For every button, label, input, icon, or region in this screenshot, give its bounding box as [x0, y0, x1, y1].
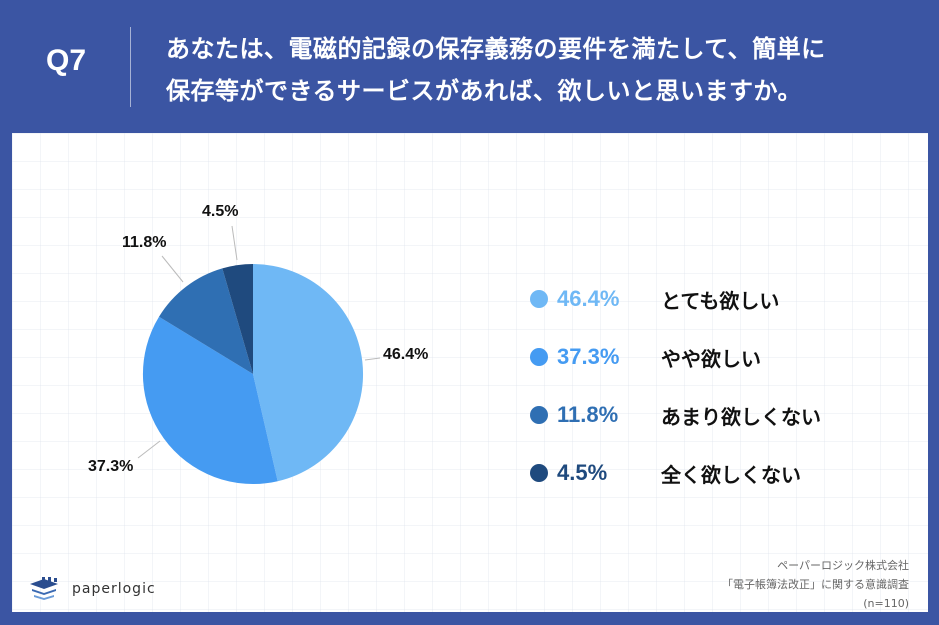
- leader-line-11: [161, 255, 184, 283]
- chart-card: 46.4% 37.3% 11.8% 4.5%: [12, 133, 928, 612]
- pie-label-4: 4.5%: [202, 203, 239, 220]
- source-survey: 「電子帳簿法改正」に関する意識調査: [722, 578, 909, 591]
- pie-label-11: 11.8%: [122, 234, 167, 251]
- legend-label: とても欲しい: [661, 288, 780, 313]
- source-note: ペーパーロジック株式会社 「電子帳簿法改正」に関する意識調査 (n=110): [722, 556, 909, 613]
- legend-label: 全く欲しくない: [661, 462, 801, 487]
- leader-line-46: [364, 357, 381, 361]
- legend-dot-icon: [530, 290, 548, 308]
- legend-label: あまり欲しくない: [661, 404, 821, 429]
- legend-label: やや欲しい: [661, 346, 761, 371]
- legend-item: 46.4% とても欲しい: [530, 270, 821, 328]
- logo-text: paperlogic: [72, 581, 156, 597]
- pie-label-37: 37.3%: [88, 458, 134, 475]
- legend-dot-icon: [530, 406, 548, 424]
- question-number: Q7: [46, 44, 87, 77]
- legend-dot-icon: [530, 348, 548, 366]
- slice-somewhat: [142, 316, 278, 485]
- slice-not-much: [159, 268, 253, 374]
- source-sample-size: (n=110): [863, 597, 909, 610]
- slice-very-much: [253, 264, 364, 482]
- legend-pct: 4.5%: [557, 460, 608, 485]
- legend-item: 4.5% 全く欲しくない: [530, 444, 821, 502]
- question-text: あなたは、電磁的記録の保存義務の要件を満たして、簡単に 保存等ができるサービスが…: [166, 28, 926, 112]
- paperlogic-logo: paperlogic: [28, 576, 156, 602]
- legend-item: 37.3% やや欲しい: [530, 328, 821, 386]
- legend-pct: 46.4%: [557, 286, 620, 311]
- question-text-line-2: 保存等ができるサービスがあれば、欲しいと思いますか。: [166, 77, 803, 105]
- chart-legend: 46.4% とても欲しい 37.3% やや欲しい 11.8% あまり欲しくない …: [530, 270, 821, 502]
- legend-pct: 37.3%: [557, 344, 620, 369]
- slice-not-at-all: [222, 264, 253, 374]
- leader-line-4: [231, 225, 238, 261]
- legend-item: 11.8% あまり欲しくない: [530, 386, 821, 444]
- source-company: ペーパーロジック株式会社: [777, 559, 909, 572]
- header-divider: [130, 27, 131, 107]
- leader-line-37: [137, 440, 161, 459]
- header-banner: Q7 あなたは、電磁的記録の保存義務の要件を満たして、簡単に 保存等ができるサー…: [0, 0, 939, 133]
- legend-dot-icon: [530, 464, 548, 482]
- pie-chart: [137, 225, 381, 485]
- question-text-line-1: あなたは、電磁的記録の保存義務の要件を満たして、簡単に: [166, 35, 826, 63]
- pie-label-46: 46.4%: [383, 346, 429, 363]
- legend-pct: 11.8%: [557, 402, 619, 427]
- stacked-layers-icon: [30, 577, 58, 600]
